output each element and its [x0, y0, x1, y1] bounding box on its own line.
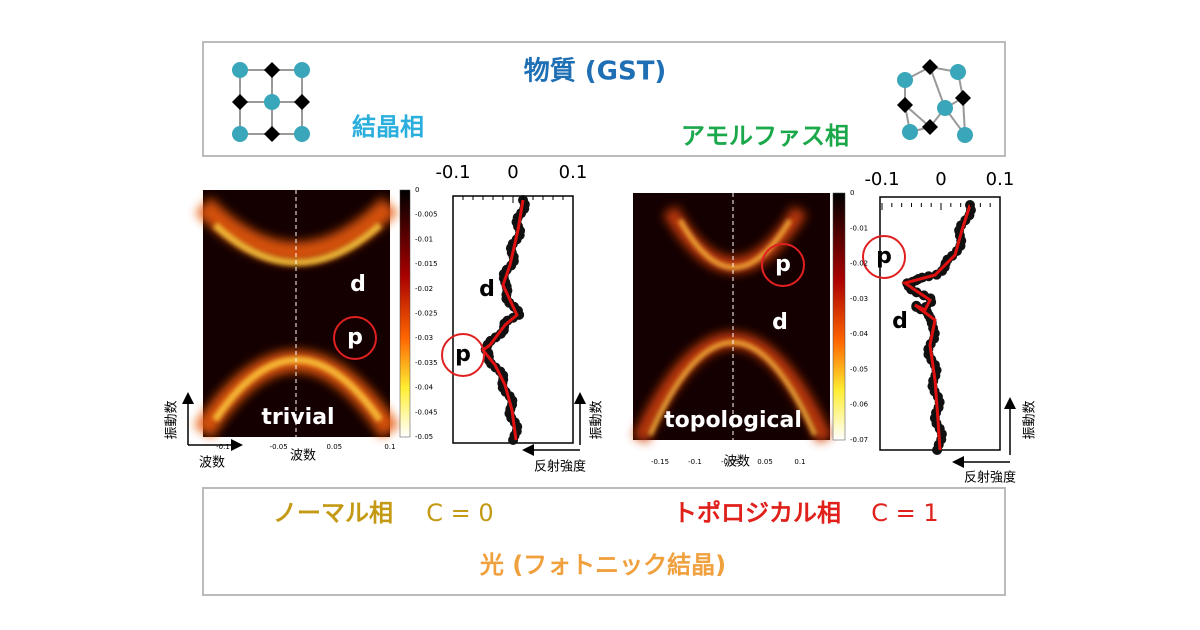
- axis-label: 反射強度: [534, 459, 586, 475]
- colorbar-tick-label: -0.02: [850, 260, 868, 268]
- amorphous-lattice: [897, 59, 973, 143]
- heatmap: [193, 189, 411, 439]
- reflect-tick-label: 0.1: [559, 162, 588, 183]
- heatmap-tick-label: 0.05: [327, 443, 343, 451]
- colorbar-tick-label: -0.05: [850, 365, 868, 373]
- heatmap-label: trivial: [261, 405, 334, 430]
- reflect-tick-label: 0: [507, 162, 518, 183]
- colorbar-tick-label: -0.07: [850, 436, 868, 444]
- reflect-tick-label: -0.1: [864, 169, 899, 190]
- crystal-label: 結晶相: [352, 113, 424, 141]
- chern-number: C = 1: [871, 499, 938, 527]
- colorbar-tick-label: -0.015: [415, 260, 438, 268]
- normal-phase: ノーマル相: [273, 499, 393, 527]
- axis-label: 波数: [199, 456, 225, 471]
- reflect-tick-label: -0.1: [435, 162, 470, 183]
- colorbar-tick-label: -0.03: [850, 295, 868, 303]
- amorphous-label: アモルファス相: [681, 122, 849, 150]
- colorbar-tick-label: -0.03: [415, 334, 433, 342]
- colorbar-tick-label: -0.05: [415, 433, 433, 441]
- annotation: d: [772, 310, 788, 335]
- axis-label: 振動数: [1023, 400, 1038, 439]
- chern-number: C = 0: [426, 499, 493, 527]
- axis-label: 振動数: [590, 400, 605, 439]
- topological-phase: トポロジカル相: [673, 499, 841, 527]
- annotation: d: [479, 277, 495, 302]
- heatmap-tick-label: -0.15: [651, 458, 669, 466]
- reflect-curve: [480, 199, 525, 441]
- top-box: [202, 41, 1006, 157]
- crystal-lattice: [232, 62, 310, 142]
- colorbar-tick-label: -0.01: [415, 235, 433, 243]
- annotation: p: [455, 342, 471, 367]
- annotation: p: [775, 252, 791, 277]
- colorbar-tick-label: -0.02: [415, 285, 433, 293]
- axis-arrows: [182, 392, 1016, 468]
- reflect-curve: [901, 204, 972, 451]
- heatmap-tick-label: 0.1: [384, 443, 395, 451]
- heatmap-tick-label: -0.1: [688, 458, 702, 466]
- heatmap-label: topological: [664, 408, 802, 433]
- axis-label: 振動数: [165, 400, 180, 439]
- colorbar-tick-label: -0.025: [415, 310, 438, 318]
- annotation: p: [876, 244, 892, 269]
- heatmap: [632, 192, 846, 444]
- colorbar-tick-label: -0.04: [415, 384, 434, 392]
- colorbar-tick-label: -0.04: [850, 330, 869, 338]
- colorbar-tick-label: -0.035: [415, 359, 438, 367]
- reflect-tick-label: 0: [935, 169, 946, 190]
- heatmap-tick-label: -0.05: [721, 458, 739, 466]
- colorbar-tick-label: 0: [415, 186, 419, 194]
- axis-label: 反射強度: [964, 470, 1016, 486]
- annotation: d: [892, 309, 908, 334]
- caption: 光 (フォトニック結晶): [479, 551, 726, 579]
- heatmap-tick-label: 0.05: [757, 458, 773, 466]
- annotation: p: [347, 325, 363, 350]
- annotation: d: [350, 272, 366, 297]
- axis-label: 波数: [290, 449, 316, 464]
- reflect-tick-label: 0.1: [986, 169, 1015, 190]
- colorbar-tick-label: -0.01: [850, 224, 868, 232]
- heatmap-tick-label: -0.1: [216, 443, 230, 451]
- heatmap-tick-label: 0.1: [794, 458, 805, 466]
- colorbar-tick-label: -0.005: [415, 211, 438, 219]
- colorbar-tick-label: 0: [850, 189, 854, 197]
- title: 物質 (GST): [524, 57, 667, 87]
- colorbar-tick-label: -0.06: [850, 401, 869, 409]
- heatmap-tick-label: -0.05: [270, 443, 288, 451]
- colorbar-tick-label: -0.045: [415, 408, 438, 416]
- bottom-box: [202, 487, 1006, 596]
- circles: [333, 235, 906, 377]
- axis-label: 波数: [724, 455, 750, 470]
